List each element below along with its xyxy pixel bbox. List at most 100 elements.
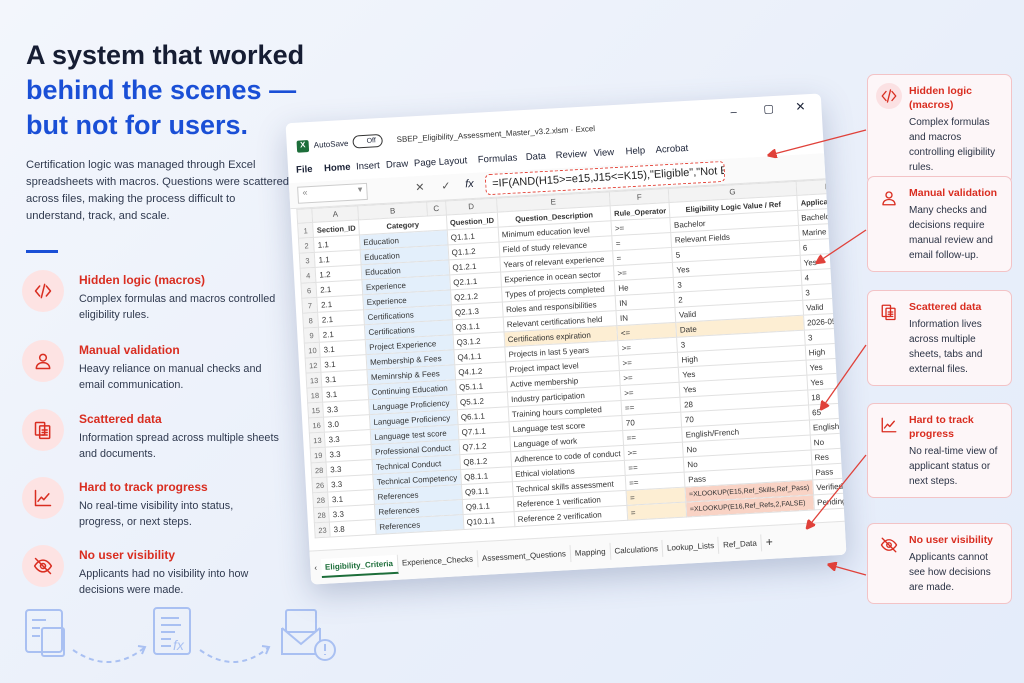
cell-applicant-input[interactable]: 4 <box>800 266 847 286</box>
menu-review[interactable]: Review <box>555 148 588 162</box>
row-number[interactable]: 23 <box>314 521 331 538</box>
row-number[interactable]: 19 <box>310 447 327 463</box>
cell-applicant-input[interactable]: Verified <box>812 476 847 495</box>
minimize-button[interactable]: – <box>730 106 738 119</box>
callout-title: Hard to track progress <box>909 414 974 440</box>
cell-applicant-input[interactable]: 3 <box>803 326 847 346</box>
sheet-tab[interactable]: Assessment_Questions <box>477 545 572 568</box>
row-number[interactable]: 28 <box>311 462 328 478</box>
sheet-tab[interactable]: Mapping <box>570 542 611 563</box>
row-number[interactable]: 10 <box>304 342 321 359</box>
filename: SBEP_Eligibility_Assessment_Master_v3.2.… <box>396 124 596 145</box>
callout-card: Hidden logic (macros) Complex formulas an… <box>867 74 1012 184</box>
row-number[interactable]: 9 <box>303 327 320 344</box>
cell-section-id[interactable]: 3.8 <box>329 519 377 537</box>
problem-item: No user visibility Applicants had no visi… <box>22 545 282 605</box>
callout-desc: Information lives across multiple sheets… <box>909 319 983 375</box>
cell-applicant-input[interactable]: Yes <box>806 371 847 391</box>
cell-applicant-input[interactable]: Valid <box>802 296 847 316</box>
row-number[interactable]: 13 <box>305 372 323 389</box>
row-number[interactable]: 3 <box>299 252 316 269</box>
cell-rule-operator[interactable]: = <box>626 502 687 521</box>
menu-draw[interactable]: Draw <box>385 158 409 171</box>
column-header[interactable] <box>296 208 313 224</box>
toggle-state: Off <box>366 137 377 145</box>
problem-item: Manual validation Heavy reliance on manua… <box>22 340 282 400</box>
sheet-tab[interactable]: Lookup_Lists <box>662 536 720 557</box>
cell-applicant-input[interactable]: 65 <box>808 401 847 421</box>
problem-title: No user visibility <box>79 548 176 562</box>
cell-applicant-input[interactable]: Yes <box>805 356 847 376</box>
cell-applicant-input[interactable]: 18 <box>807 386 847 406</box>
cell-applicant-input[interactable]: Marine Science <box>798 221 847 241</box>
row-number[interactable]: 12 <box>305 357 322 374</box>
menu-page-layout[interactable]: Page Layout <box>413 155 468 170</box>
callout-card: Hard to track progress No real-time view … <box>867 403 1012 498</box>
row-number[interactable]: 7 <box>301 297 318 314</box>
arrow-visibility <box>830 565 867 576</box>
excel-logo-icon: X <box>296 140 310 153</box>
sheet-tab[interactable]: Ref_Data <box>718 534 763 554</box>
code-icon <box>876 83 902 109</box>
cell-applicant-input[interactable]: 2026-05-01 <box>803 311 847 331</box>
problem-desc: Heavy reliance on manual checks and emai… <box>79 363 262 391</box>
row-number[interactable]: 18 <box>306 387 323 404</box>
sheet-tab[interactable]: Experience_Checks <box>397 550 479 572</box>
intro-text: Certification logic was managed through … <box>26 159 290 222</box>
divider <box>26 250 58 253</box>
cell-applicant-input[interactable]: High <box>804 341 847 361</box>
add-sheet-button[interactable]: + <box>765 534 774 550</box>
row-number[interactable]: 28 <box>313 506 330 523</box>
row-number[interactable]: 8 <box>302 312 319 329</box>
callout-desc: Applicants cannot see how decisions are … <box>909 552 991 593</box>
row-number[interactable]: 1 <box>297 222 314 239</box>
row-number[interactable]: 4 <box>300 267 317 284</box>
cell-applicant-input[interactable]: Pass <box>811 461 847 480</box>
maximize-button[interactable]: ▢ <box>763 103 775 116</box>
function-icon[interactable]: fx <box>464 177 475 191</box>
menu-view[interactable]: View <box>593 147 615 160</box>
row-number[interactable]: 13 <box>309 432 326 448</box>
user-icon <box>876 185 902 211</box>
column-header[interactable]: L <box>795 177 847 196</box>
menu-insert[interactable]: Insert <box>355 160 381 173</box>
header-cell[interactable]: Applicant Input <box>796 191 847 211</box>
documents-icon <box>876 299 902 325</box>
menu-formulas[interactable]: Formulas <box>477 152 518 166</box>
menu-file[interactable]: File <box>295 163 313 176</box>
name-box[interactable]: «▾ <box>297 182 368 204</box>
row-number[interactable]: 2 <box>298 237 315 254</box>
problem-desc: Applicants had no visibility into how de… <box>79 568 249 596</box>
cell-applicant-input[interactable]: Yes <box>799 251 847 271</box>
cell-applicant-input[interactable]: Res <box>810 446 847 465</box>
menu-help[interactable]: Help <box>625 145 646 158</box>
headline-line-3: but not for users. <box>26 110 248 140</box>
enter-icon[interactable]: ✓ <box>440 180 451 193</box>
problem-title: Hard to track progress <box>79 480 208 494</box>
cell-question-id[interactable]: Q10.1.1 <box>462 511 515 530</box>
menu-acrobat[interactable]: Acrobat <box>655 142 689 156</box>
row-number[interactable]: 28 <box>312 492 329 508</box>
column-header[interactable]: C <box>426 201 446 217</box>
cell-applicant-input[interactable]: Pending <box>813 491 847 510</box>
sheet-tab[interactable]: Calculations <box>610 539 664 560</box>
cell-applicant-input[interactable]: English <box>809 416 847 436</box>
close-button[interactable]: ✕ <box>795 99 806 114</box>
problem-desc: No real-time visibility into status, pro… <box>79 500 234 528</box>
callout-card: Manual validation Many checks and decisio… <box>867 176 1012 272</box>
cell-applicant-input[interactable]: No <box>809 431 847 451</box>
cell-applicant-input[interactable]: 3 <box>801 281 847 301</box>
row-number[interactable]: 15 <box>307 402 324 418</box>
cancel-icon[interactable]: ✕ <box>415 181 425 195</box>
cell-applicant-input[interactable]: 6 <box>798 236 847 256</box>
chart-line-icon <box>22 477 64 519</box>
menu-home[interactable]: Home <box>323 161 351 175</box>
row-number[interactable]: 26 <box>311 477 329 493</box>
row-number[interactable]: 16 <box>308 417 325 433</box>
menu-data[interactable]: Data <box>525 150 547 163</box>
callout-title: Hidden logic (macros) <box>909 85 972 111</box>
autosave-toggle[interactable]: Off <box>352 133 383 149</box>
cell-applicant-input[interactable]: Bachelor <box>797 206 847 226</box>
sheet-tab[interactable]: Eligibility_Criteria <box>320 554 399 579</box>
row-number[interactable]: 6 <box>300 282 318 299</box>
